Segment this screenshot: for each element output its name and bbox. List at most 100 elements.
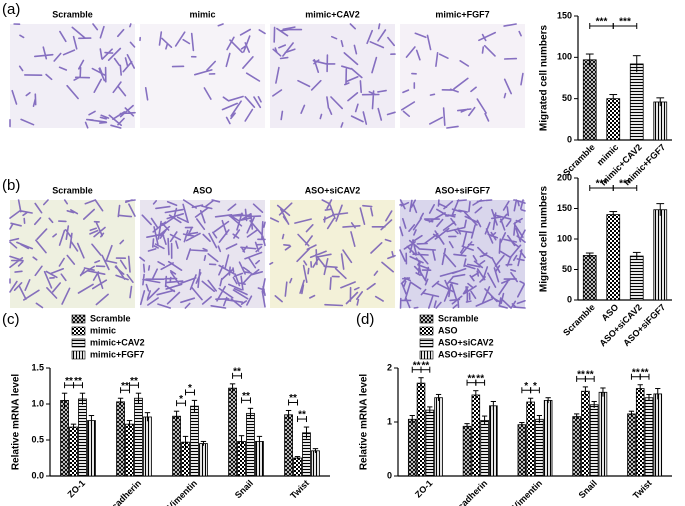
legend-label: ASO	[438, 325, 458, 335]
y-tick-label: 0	[387, 470, 392, 480]
significance: *	[179, 394, 183, 405]
cells	[139, 23, 266, 125]
bar	[653, 101, 668, 141]
x-tick-label: ASO+siFGF7	[621, 302, 667, 348]
y-tick-label: 0.5	[31, 434, 44, 444]
x-tick-label: Vimentin	[165, 478, 199, 506]
micrograph	[270, 24, 395, 128]
legend-swatch	[71, 314, 86, 324]
image-title: ASO+siCAV2	[305, 185, 361, 195]
y-tick-label: 1.0	[31, 398, 44, 408]
bar	[190, 405, 199, 477]
legend-label: Scramble	[438, 313, 479, 323]
image-title: ASO	[193, 185, 213, 195]
legend-swatch	[71, 338, 86, 348]
bar	[644, 397, 654, 477]
image-title: mimic+CAV2	[305, 9, 360, 19]
image-title: ASO+siFGF7	[435, 185, 490, 195]
significance: **	[641, 367, 649, 378]
x-tick-label: Scramble	[561, 302, 597, 338]
bar	[311, 450, 320, 477]
bar	[134, 397, 143, 477]
significance: **	[233, 366, 241, 377]
y-tick-label: 50	[562, 93, 572, 103]
bar	[69, 426, 78, 477]
y-tick-label: 200	[557, 172, 572, 182]
bar	[480, 419, 489, 477]
cells	[139, 199, 266, 309]
bar	[255, 441, 264, 477]
bar	[635, 388, 645, 477]
x-tick-label: Twist	[631, 478, 654, 501]
panel-label: (d)	[356, 311, 374, 328]
x-tick-label: Snail	[577, 478, 599, 500]
panel-label: (a)	[2, 1, 20, 18]
y-tick-label: 2	[387, 362, 392, 372]
x-tick-label: Vimentin	[510, 478, 544, 506]
micrograph	[270, 200, 395, 308]
bar	[228, 387, 237, 477]
legend-swatch	[419, 350, 434, 360]
significance: **	[468, 373, 476, 384]
bar	[543, 399, 553, 477]
y-tick-label: 0	[567, 294, 572, 304]
y-axis-label: Relative mRNA level	[11, 374, 22, 471]
bar	[407, 418, 417, 477]
legend-label: Scramble	[90, 313, 131, 323]
significance: **	[476, 373, 484, 384]
micrograph	[10, 24, 135, 128]
cells	[401, 23, 524, 129]
bar	[572, 416, 581, 477]
y-tick-label: 0.0	[31, 470, 44, 480]
cells	[269, 199, 396, 307]
y-tick-label: 1.5	[31, 362, 44, 372]
bar	[416, 382, 426, 477]
bar	[606, 214, 621, 301]
bar	[284, 414, 293, 477]
y-tick-label: 100	[557, 233, 572, 243]
bar	[462, 425, 472, 477]
bar	[60, 399, 69, 477]
y-tick-label: 1	[387, 416, 392, 426]
bar	[471, 394, 481, 477]
panel-label: (b)	[2, 177, 20, 194]
significance: **	[74, 376, 82, 387]
y-axis-label: Migrated cell numbers	[539, 24, 550, 131]
bar	[246, 412, 255, 477]
y-tick-label: 0	[567, 134, 572, 144]
significance: *	[533, 381, 537, 392]
bar	[589, 404, 599, 477]
image-title: Scramble	[52, 9, 93, 19]
cells	[9, 199, 136, 309]
cells	[9, 23, 136, 129]
x-tick-label: Twist	[288, 478, 311, 501]
y-tick-label: 50	[562, 264, 572, 274]
significance: **	[413, 360, 421, 371]
bar	[434, 397, 443, 477]
micrograph	[400, 24, 525, 128]
significance: **	[422, 360, 430, 371]
micrograph	[140, 24, 265, 128]
significance: **	[121, 381, 129, 392]
bar	[425, 409, 435, 477]
micrograph	[10, 200, 135, 308]
y-tick-label: 150	[557, 203, 572, 213]
bar	[629, 255, 644, 301]
significance: **	[289, 393, 297, 404]
significance: **	[242, 391, 250, 402]
image-title: Scramble	[52, 185, 93, 195]
significance: **	[65, 376, 73, 387]
significance: *	[188, 383, 192, 394]
panel-label: (c)	[2, 311, 20, 328]
significance: ***	[619, 17, 631, 28]
legend-label: mimic+CAV2	[90, 337, 145, 347]
significance: **	[130, 376, 138, 387]
legend-swatch	[419, 326, 434, 336]
cells	[272, 23, 396, 128]
bar	[116, 401, 125, 477]
image-title: mimic+FGF7	[435, 9, 489, 19]
significance: **	[586, 370, 594, 381]
bar	[526, 401, 535, 477]
legend-label: mimic	[90, 325, 116, 335]
